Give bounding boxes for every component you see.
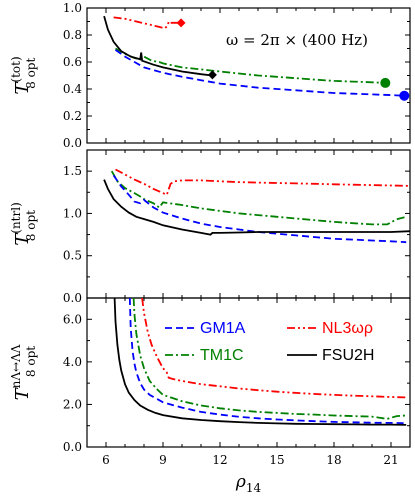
- series-line-gm1a: [112, 174, 407, 244]
- y-tick-label: 1.5: [63, 164, 82, 178]
- plot-frame: [86, 297, 411, 448]
- legend-label: NL3ωρ: [322, 320, 373, 337]
- legend-label: TM1C: [200, 347, 244, 364]
- frequency-annotation: ω = 2π × (400 Hz): [226, 31, 368, 49]
- y-tick-label: 4.0: [63, 355, 82, 369]
- y-tick-label: 0.2: [63, 109, 82, 123]
- series-line-tm1c: [110, 170, 407, 226]
- y-tick-label: 0.0: [63, 291, 82, 305]
- series-line-gm1a: [114, 49, 405, 97]
- x-axis-label: ρ14: [235, 472, 262, 495]
- x-tick-label: 21: [383, 453, 398, 467]
- legend-label: GM1A: [200, 320, 246, 337]
- panel-top: 0.0 0.2 0.4 0.6 0.8 1.0 T(tot)8 opt: [9, 1, 411, 150]
- series-line-nl3: [115, 168, 410, 197]
- series-line-tm1c: [132, 298, 407, 420]
- panel-middle: 0.0 0.5 1.0 1.5 T(ntrl)8 opt: [9, 149, 411, 305]
- y-tick-label: 0.0: [63, 136, 82, 150]
- y-tick-label: 1.0: [63, 206, 82, 220]
- x-tick-label: 6: [102, 453, 110, 467]
- y-tick-label: 0.8: [63, 28, 82, 42]
- series-endpoint-marker: [176, 18, 186, 28]
- legend-label: FSU2H: [322, 347, 374, 364]
- series-line-nl3: [141, 298, 407, 399]
- y-tick-label: 1.0: [63, 1, 82, 15]
- y-tick-label: 0.5: [63, 249, 82, 263]
- x-tick-label: 18: [326, 453, 341, 467]
- series-line-gm1a: [128, 298, 407, 425]
- series-endpoint-marker: [399, 90, 410, 101]
- series-endpoint-marker: [380, 77, 391, 88]
- plot-frame: [86, 7, 411, 144]
- y-tick-label: 6.0: [63, 312, 82, 326]
- y-axis-label: T(ntrl)8 opt: [9, 202, 38, 246]
- y-tick-label: 0.6: [63, 55, 82, 69]
- x-tick-label: 15: [269, 453, 284, 467]
- series-line-nl3: [113, 16, 179, 30]
- x-tick-label: 9: [159, 453, 167, 467]
- y-axis-label: T(tot)8 opt: [9, 56, 38, 94]
- y-tick-label: 2.0: [63, 397, 82, 411]
- y-tick-label: 0.0: [63, 440, 82, 454]
- series-endpoint-marker: [207, 70, 217, 80]
- series-line-fsu2h: [113, 298, 407, 426]
- y-tick-label: 0.4: [63, 82, 82, 96]
- x-tick-label: 12: [212, 453, 227, 467]
- panel-bottom: 0.0 2.0 4.0 6.0 TnΛ↔ΛΛ8 opt 6 9 12 15 18 21 ρ14 GM1A…: [9, 297, 411, 495]
- series-line-fsu2h: [103, 15, 213, 77]
- series-line-fsu2h: [103, 179, 410, 236]
- y-axis-label: TnΛ↔ΛΛ8 opt: [9, 344, 38, 400]
